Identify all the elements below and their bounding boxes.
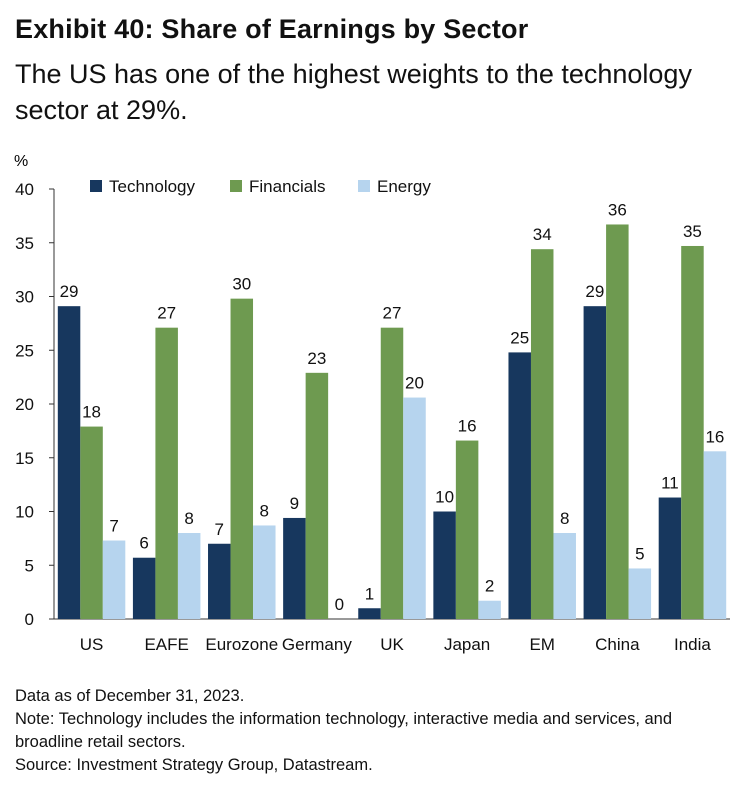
bar-technology-em — [508, 352, 531, 619]
bar-financials-japan — [455, 440, 479, 619]
source-note: Source: Investment Strategy Group, Datas… — [15, 756, 373, 774]
y-tick-label: 0 — [25, 610, 34, 629]
data-label: 23 — [307, 349, 326, 368]
legend-swatch-technology — [90, 180, 102, 192]
legend-swatch-financials — [230, 180, 242, 192]
data-label: 29 — [60, 282, 79, 301]
legend-label-financials: Financials — [249, 177, 326, 196]
data-label: 0 — [335, 595, 344, 614]
bar-technology-eurozone — [208, 543, 231, 619]
data-label: 20 — [405, 374, 424, 393]
bar-financials-em — [530, 249, 554, 619]
bar-technology-us — [57, 306, 81, 619]
legend-label-technology: Technology — [109, 177, 196, 196]
technology-note-continued: broadline retail sectors. — [15, 733, 186, 751]
bar-technology-germany — [283, 517, 306, 619]
x-tick-label: India — [674, 635, 711, 654]
y-axis: 0 5 10 15 20 25 30 35 40 — [15, 180, 55, 629]
chart-title: Exhibit 40: Share of Earnings by Sector — [15, 14, 529, 44]
data-label: 16 — [705, 427, 724, 446]
bar-financials-india — [681, 245, 704, 619]
data-label: 8 — [260, 501, 269, 520]
data-label: 11 — [661, 474, 679, 493]
data-label: 35 — [683, 222, 702, 241]
chart-subtitle: The US has one of the highest weights to… — [15, 59, 692, 125]
data-label: 8 — [184, 509, 193, 528]
bar-labels-group: 29 6 7 9 1 10 25 29 11 18 27 30 23 27 16 34 36 35 7 8 8 0 20 2 8… — [60, 200, 725, 614]
data-label: 30 — [232, 275, 251, 294]
bar-energy-eafe — [177, 533, 201, 619]
bar-financials-china — [606, 224, 629, 619]
legend-label-energy: Energy — [377, 177, 431, 196]
bar-technology-uk — [358, 608, 381, 619]
bar-financials-eurozone — [230, 298, 254, 619]
bar-financials-uk — [380, 327, 404, 619]
footnotes: Data as of December 31, 2023. Note: Tech… — [15, 685, 740, 777]
bar-financials-germany — [305, 372, 329, 619]
data-label: 18 — [82, 403, 101, 422]
bar-energy-india — [703, 451, 727, 619]
legend: Technology Financials Energy — [90, 177, 431, 196]
data-label: 25 — [510, 328, 529, 347]
bar-energy-eurozone — [253, 525, 276, 619]
data-label: 1 — [365, 584, 374, 603]
bar-technology-eafe — [132, 557, 156, 619]
x-tick-label: EAFE — [144, 635, 188, 654]
bar-energy-china — [628, 568, 652, 619]
data-label: 10 — [435, 488, 454, 507]
data-label: 7 — [215, 520, 224, 539]
bar-energy-uk — [403, 397, 426, 619]
bar-technology-japan — [433, 511, 456, 619]
y-tick-label: 15 — [15, 449, 34, 468]
x-tick-label: Germany — [282, 635, 352, 654]
y-tick-label: 20 — [15, 395, 34, 414]
y-axis-unit-label: % — [14, 153, 28, 170]
x-tick-label: China — [595, 635, 640, 654]
y-tick-label: 35 — [15, 234, 34, 253]
y-tick-label: 25 — [15, 341, 34, 360]
y-tick-label: 10 — [15, 503, 34, 522]
x-tick-label: US — [80, 635, 104, 654]
y-tick-label: 30 — [15, 288, 34, 307]
y-tick-label: 40 — [15, 180, 34, 199]
data-label: 29 — [585, 282, 604, 301]
data-label: 27 — [383, 304, 402, 323]
data-label: 27 — [157, 304, 176, 323]
bar-energy-us — [102, 540, 126, 619]
technology-note: Note: Technology includes the informatio… — [15, 710, 673, 728]
data-label: 7 — [109, 517, 118, 536]
data-date-note: Data as of December 31, 2023. — [15, 687, 245, 705]
x-tick-label: Eurozone — [205, 635, 278, 654]
x-tick-label: Japan — [444, 635, 490, 654]
data-label: 34 — [533, 225, 552, 244]
data-label: 16 — [458, 417, 477, 436]
x-tick-label: UK — [380, 635, 404, 654]
bar-financials-us — [80, 426, 103, 619]
bars-group — [57, 224, 727, 619]
bar-financials-eafe — [155, 327, 178, 619]
data-label: 2 — [485, 577, 494, 596]
x-axis: US EAFE Eurozone Germany UK Japan EM China India — [54, 618, 730, 654]
data-label: 36 — [608, 200, 627, 219]
data-label: 6 — [139, 534, 148, 553]
data-label: 5 — [635, 544, 644, 563]
bar-energy-japan — [478, 600, 501, 619]
bar-technology-china — [583, 306, 607, 619]
legend-swatch-energy — [358, 180, 370, 192]
bar-energy-em — [553, 533, 576, 619]
data-label: 9 — [290, 494, 299, 513]
x-tick-label: EM — [529, 635, 555, 654]
data-label: 8 — [560, 509, 569, 528]
y-tick-label: 5 — [25, 556, 34, 575]
bar-technology-india — [658, 497, 682, 619]
